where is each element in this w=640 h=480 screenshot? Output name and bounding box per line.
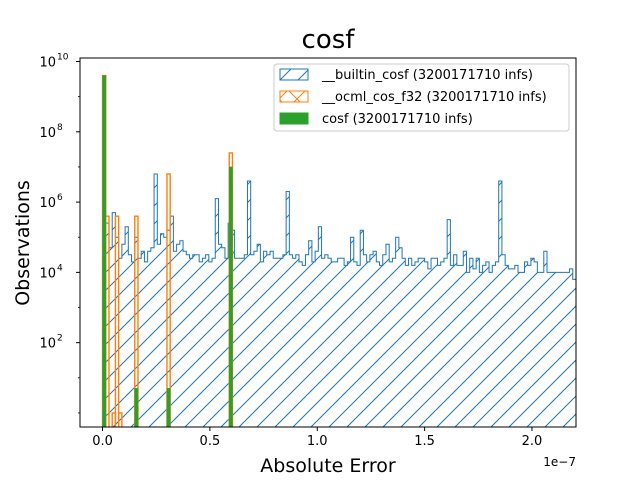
legend-label-ocml: __ocml_cos_f32 (3200171710 infs)	[321, 90, 547, 105]
x-tick-label: 0.0	[92, 434, 113, 449]
series-builtin-cosf-histogram	[102, 75, 576, 427]
y-tick-exponent: 8	[57, 123, 63, 133]
legend: __builtin_cosf (3200171710 infs) __ocml_…	[273, 63, 570, 132]
y-tick-label: 10	[39, 337, 56, 352]
cosf-bar-0	[102, 75, 107, 427]
ocml-bar-5	[134, 215, 139, 427]
y-tick-label: 10	[39, 266, 56, 281]
y-tick-exponent: 10	[57, 53, 69, 63]
x-offset-label: 1e−7	[543, 455, 576, 469]
legend-box	[273, 63, 570, 132]
x-axis-ticks: 0.0 0.5 1.0 1.5 2.0	[92, 427, 542, 449]
ocml-bar-4	[117, 412, 123, 427]
ocml-bar-6	[166, 173, 171, 427]
x-axis-label: Absolute Error	[260, 455, 396, 477]
y-tick-label: 10	[39, 196, 56, 211]
y-tick-exponent: 6	[57, 193, 63, 203]
cosf-bar-2	[166, 388, 171, 427]
ocml-bar-3	[114, 215, 120, 427]
plot-area	[101, 74, 576, 427]
legend-label-builtin: __builtin_cosf (3200171710 infs)	[321, 68, 533, 83]
cosf-bar-3	[228, 166, 233, 427]
legend-swatch-cosf	[279, 112, 309, 125]
legend-label-cosf: cosf (3200171710 infs)	[322, 112, 473, 127]
x-tick-label: 2.0	[522, 434, 543, 449]
y-tick-label: 10	[39, 56, 56, 71]
chart-title: cosf	[302, 25, 356, 55]
y-axis-label: Observations	[12, 180, 34, 306]
plot-frame	[79, 57, 577, 428]
x-tick-label: 1.0	[307, 434, 328, 449]
legend-swatch-ocml	[279, 90, 309, 103]
x-tick-label: 0.5	[200, 434, 221, 449]
cosf-bar-1	[134, 388, 139, 427]
x-tick-label: 1.5	[414, 434, 435, 449]
y-tick-exponent: 2	[57, 334, 63, 344]
y-tick-exponent: 4	[57, 263, 63, 273]
y-tick-label: 10	[39, 126, 56, 141]
legend-swatch-builtin	[279, 68, 309, 81]
